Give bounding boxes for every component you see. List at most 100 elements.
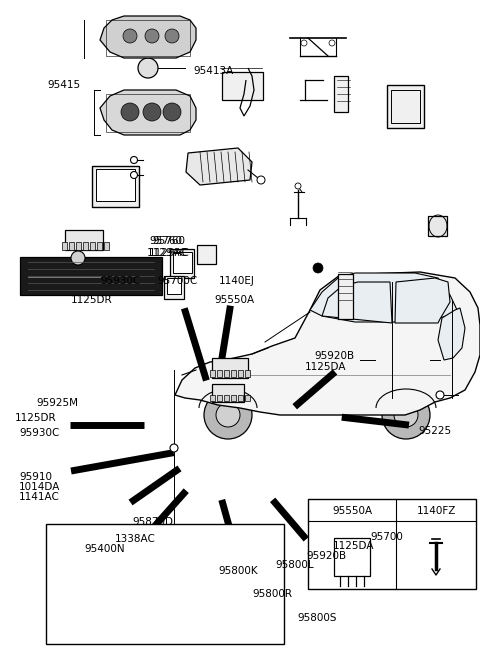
Bar	[167, 278, 181, 294]
Text: 95930C: 95930C	[101, 276, 141, 286]
Circle shape	[216, 403, 240, 427]
Circle shape	[123, 29, 137, 43]
Bar	[212, 358, 248, 378]
Bar	[210, 370, 215, 377]
Bar	[224, 395, 229, 401]
Text: 1140EJ: 1140EJ	[219, 276, 255, 286]
Circle shape	[329, 40, 335, 46]
Text: 95400N: 95400N	[84, 544, 125, 554]
Bar	[170, 249, 194, 278]
Bar	[173, 252, 192, 274]
Text: 95800L: 95800L	[275, 560, 313, 570]
Text: 1338AC: 1338AC	[115, 534, 156, 544]
Polygon shape	[100, 16, 196, 58]
Bar	[20, 257, 162, 295]
Polygon shape	[322, 282, 392, 323]
Bar	[197, 245, 216, 264]
Text: 95800S: 95800S	[298, 613, 337, 623]
Circle shape	[257, 176, 265, 184]
Text: 95910: 95910	[19, 472, 52, 482]
Circle shape	[143, 103, 161, 121]
Circle shape	[170, 444, 178, 452]
Bar	[391, 90, 420, 123]
Circle shape	[131, 157, 137, 163]
Text: 95225: 95225	[419, 426, 452, 436]
Text: 1140FZ: 1140FZ	[416, 506, 456, 516]
Text: 95925M: 95925M	[36, 398, 78, 408]
Bar	[164, 276, 184, 299]
Text: 95413A: 95413A	[193, 66, 233, 76]
Bar	[224, 370, 229, 377]
Text: 1125DA: 1125DA	[305, 362, 346, 373]
Bar	[97, 242, 102, 250]
Text: 1129AC: 1129AC	[149, 247, 190, 258]
Bar	[104, 242, 109, 250]
Polygon shape	[310, 273, 458, 322]
Circle shape	[313, 263, 323, 273]
Bar	[76, 242, 81, 250]
Bar	[46, 524, 284, 644]
Bar	[212, 384, 244, 402]
Polygon shape	[395, 278, 450, 323]
Bar	[90, 242, 95, 250]
Bar	[428, 216, 447, 236]
Bar	[96, 169, 135, 201]
Circle shape	[163, 103, 181, 121]
Text: 95700: 95700	[371, 532, 403, 543]
Circle shape	[145, 29, 159, 43]
Text: 1125DR: 1125DR	[14, 413, 56, 423]
Text: 95760: 95760	[153, 236, 186, 246]
Bar	[217, 370, 222, 377]
Bar	[387, 85, 424, 128]
Polygon shape	[100, 90, 196, 135]
Bar	[222, 72, 263, 100]
Text: 1141AC: 1141AC	[19, 491, 60, 502]
Text: 1125DA: 1125DA	[333, 541, 374, 551]
Circle shape	[121, 103, 139, 121]
Bar	[231, 370, 236, 377]
Bar	[238, 395, 243, 401]
Bar	[106, 20, 190, 56]
Circle shape	[204, 391, 252, 439]
Circle shape	[71, 251, 85, 265]
Text: 95415: 95415	[47, 79, 80, 90]
Text: 95920B: 95920B	[314, 351, 355, 361]
Text: 1129AC: 1129AC	[146, 247, 187, 258]
Text: 95920B: 95920B	[306, 551, 347, 562]
Bar	[65, 230, 103, 251]
Bar	[106, 94, 190, 132]
Bar	[210, 395, 215, 401]
Bar	[334, 538, 370, 576]
Bar	[245, 395, 250, 401]
Bar	[69, 242, 74, 250]
Bar	[217, 395, 222, 401]
Circle shape	[382, 391, 430, 439]
Bar	[308, 499, 476, 589]
Bar	[238, 370, 243, 377]
Circle shape	[295, 183, 301, 189]
Text: 95870D: 95870D	[132, 517, 173, 527]
Circle shape	[436, 391, 444, 399]
Polygon shape	[175, 272, 480, 415]
Text: 95930C: 95930C	[19, 428, 60, 438]
Text: 95800K: 95800K	[218, 565, 258, 576]
Text: 1014DA: 1014DA	[19, 482, 60, 492]
Circle shape	[131, 171, 137, 178]
Bar	[334, 75, 348, 112]
Text: 95550A: 95550A	[215, 295, 255, 306]
Bar	[92, 166, 139, 207]
Text: 1125DR: 1125DR	[71, 295, 113, 306]
Circle shape	[165, 29, 179, 43]
Circle shape	[394, 403, 418, 427]
Text: 95800R: 95800R	[252, 589, 292, 600]
Bar	[62, 242, 67, 250]
Polygon shape	[438, 308, 465, 360]
Polygon shape	[186, 148, 252, 185]
Text: 95760: 95760	[150, 236, 183, 247]
Bar	[338, 274, 353, 319]
Bar	[231, 395, 236, 401]
Text: 95700C: 95700C	[157, 276, 198, 286]
Text: 95550A: 95550A	[332, 506, 372, 516]
Circle shape	[138, 58, 158, 78]
Circle shape	[301, 40, 307, 46]
